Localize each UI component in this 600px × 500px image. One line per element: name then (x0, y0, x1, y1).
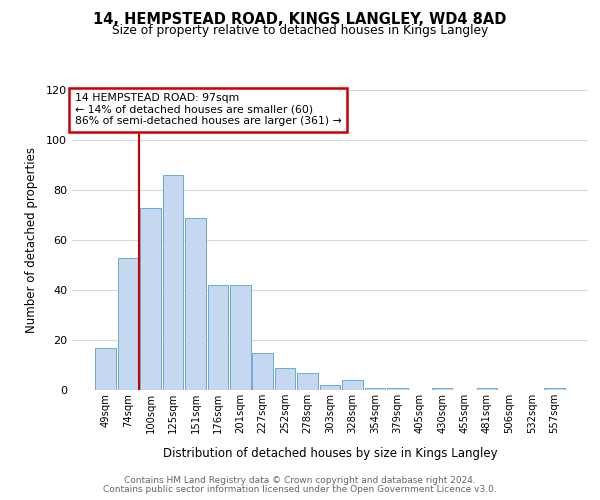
Bar (432, 388, 452, 390)
Bar (253, 352, 273, 390)
Text: Contains public sector information licensed under the Open Government Licence v3: Contains public sector information licen… (103, 485, 497, 494)
Bar (342, 380, 363, 390)
Bar (387, 388, 407, 390)
Bar (297, 372, 318, 390)
Bar (140, 208, 161, 390)
Bar (544, 388, 565, 390)
Bar (230, 285, 251, 390)
Text: Contains HM Land Registry data © Crown copyright and database right 2024.: Contains HM Land Registry data © Crown c… (124, 476, 476, 485)
Y-axis label: Number of detached properties: Number of detached properties (25, 147, 38, 333)
Bar (275, 368, 295, 390)
Bar (476, 388, 497, 390)
Bar (320, 385, 340, 390)
Bar (95, 348, 116, 390)
Text: 14 HEMPSTEAD ROAD: 97sqm
← 14% of detached houses are smaller (60)
86% of semi-d: 14 HEMPSTEAD ROAD: 97sqm ← 14% of detach… (74, 93, 341, 126)
X-axis label: Distribution of detached houses by size in Kings Langley: Distribution of detached houses by size … (163, 447, 497, 460)
Bar (118, 258, 139, 390)
Text: Size of property relative to detached houses in Kings Langley: Size of property relative to detached ho… (112, 24, 488, 37)
Text: 14, HEMPSTEAD ROAD, KINGS LANGLEY, WD4 8AD: 14, HEMPSTEAD ROAD, KINGS LANGLEY, WD4 8… (94, 12, 506, 28)
Bar (365, 388, 385, 390)
Bar (208, 285, 228, 390)
Bar (163, 175, 184, 390)
Bar (185, 218, 206, 390)
